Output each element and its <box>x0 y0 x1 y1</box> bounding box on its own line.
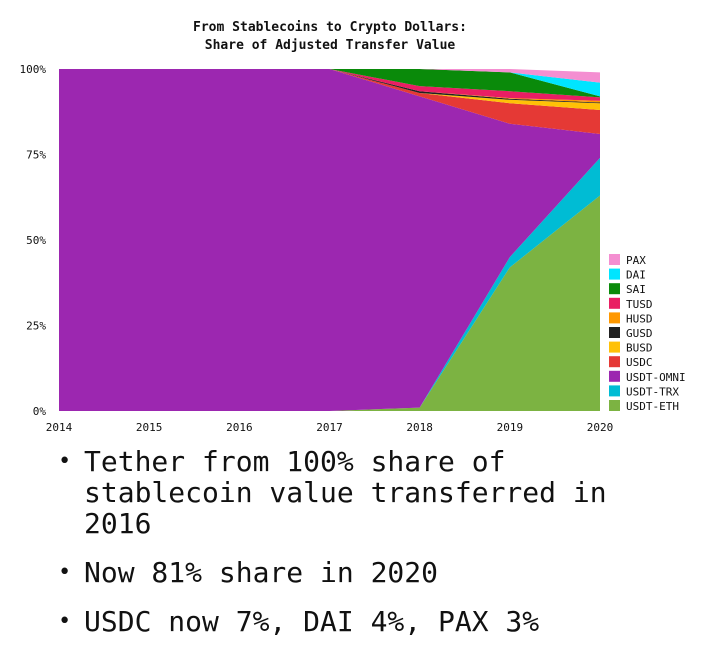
x-tick-label: 2018 <box>406 421 433 434</box>
chart-title-line-1: From Stablecoins to Crypto Dollars: <box>193 20 467 35</box>
area-series-group <box>59 69 600 411</box>
y-axis-ticks: 0% 25% 50% 75% 100% <box>20 63 47 418</box>
area-series-usdc <box>59 69 600 134</box>
legend-label-sai: SAI <box>626 283 646 296</box>
stacked-area-chart: From Stablecoins to Crypto Dollars: Shar… <box>20 20 686 434</box>
x-tick-label: 2015 <box>136 421 163 434</box>
bullet-item: Tether from 100% share of stablecoin val… <box>58 446 688 539</box>
legend-swatch-usdc <box>609 356 620 368</box>
legend-swatch-usdt-trx <box>609 385 620 397</box>
bullet-list: Tether from 100% share of stablecoin val… <box>58 446 688 655</box>
legend-swatch-usdt-eth <box>609 400 620 411</box>
legend-swatch-sai <box>609 283 620 295</box>
legend-swatch-husd <box>609 312 620 324</box>
legend-label-busd: BUSD <box>626 342 653 355</box>
legend-swatch-dai <box>609 268 620 280</box>
legend-label-usdc: USDC <box>626 356 653 369</box>
legend-label-tusd: TUSD <box>626 298 653 311</box>
x-axis-ticks: 2014 2015 2016 2017 2018 2019 2020 <box>46 421 614 434</box>
area-series-usdt-eth <box>59 195 600 411</box>
y-tick-label: 0% <box>33 405 47 418</box>
legend-label-usdt-eth: USDT-ETH <box>626 400 679 413</box>
area-series-husd <box>59 69 600 103</box>
legend-swatch-usdt-omni <box>609 370 620 382</box>
area-series-sai <box>59 69 600 98</box>
y-tick-label: 25% <box>26 320 46 333</box>
x-tick-label: 2020 <box>587 421 614 434</box>
legend-swatch-pax <box>609 254 620 265</box>
y-tick-label: 75% <box>26 149 46 162</box>
area-series-tusd <box>59 69 600 101</box>
legend-label-pax: PAX <box>626 254 646 267</box>
bullet-item: USDC now 7%, DAI 4%, PAX 3% <box>58 606 688 637</box>
x-tick-label: 2016 <box>226 421 253 434</box>
legend-swatch-gusd <box>609 327 620 338</box>
legend-label-usdt-trx: USDT-TRX <box>626 385 679 398</box>
x-tick-label: 2017 <box>316 421 343 434</box>
area-series-usdt-omni <box>59 69 600 411</box>
y-tick-label: 100% <box>20 63 47 76</box>
legend-swatch-tusd <box>609 297 620 309</box>
legend-label-dai: DAI <box>626 269 646 282</box>
bullet-item: Now 81% share in 2020 <box>58 557 688 588</box>
y-tick-label: 50% <box>26 234 46 247</box>
chart-legend: PAXDAISAITUSDHUSDGUSDBUSDUSDCUSDT-OMNIUS… <box>609 254 686 413</box>
legend-swatch-busd <box>609 341 620 353</box>
legend-label-husd: HUSD <box>626 312 653 325</box>
area-series-busd <box>59 69 600 111</box>
legend-label-usdt-omni: USDT-OMNI <box>626 371 686 384</box>
chart-title-line-2: Share of Adjusted Transfer Value <box>205 38 456 53</box>
x-tick-label: 2014 <box>46 421 73 434</box>
x-tick-label: 2019 <box>497 421 524 434</box>
legend-label-gusd: GUSD <box>626 327 653 340</box>
